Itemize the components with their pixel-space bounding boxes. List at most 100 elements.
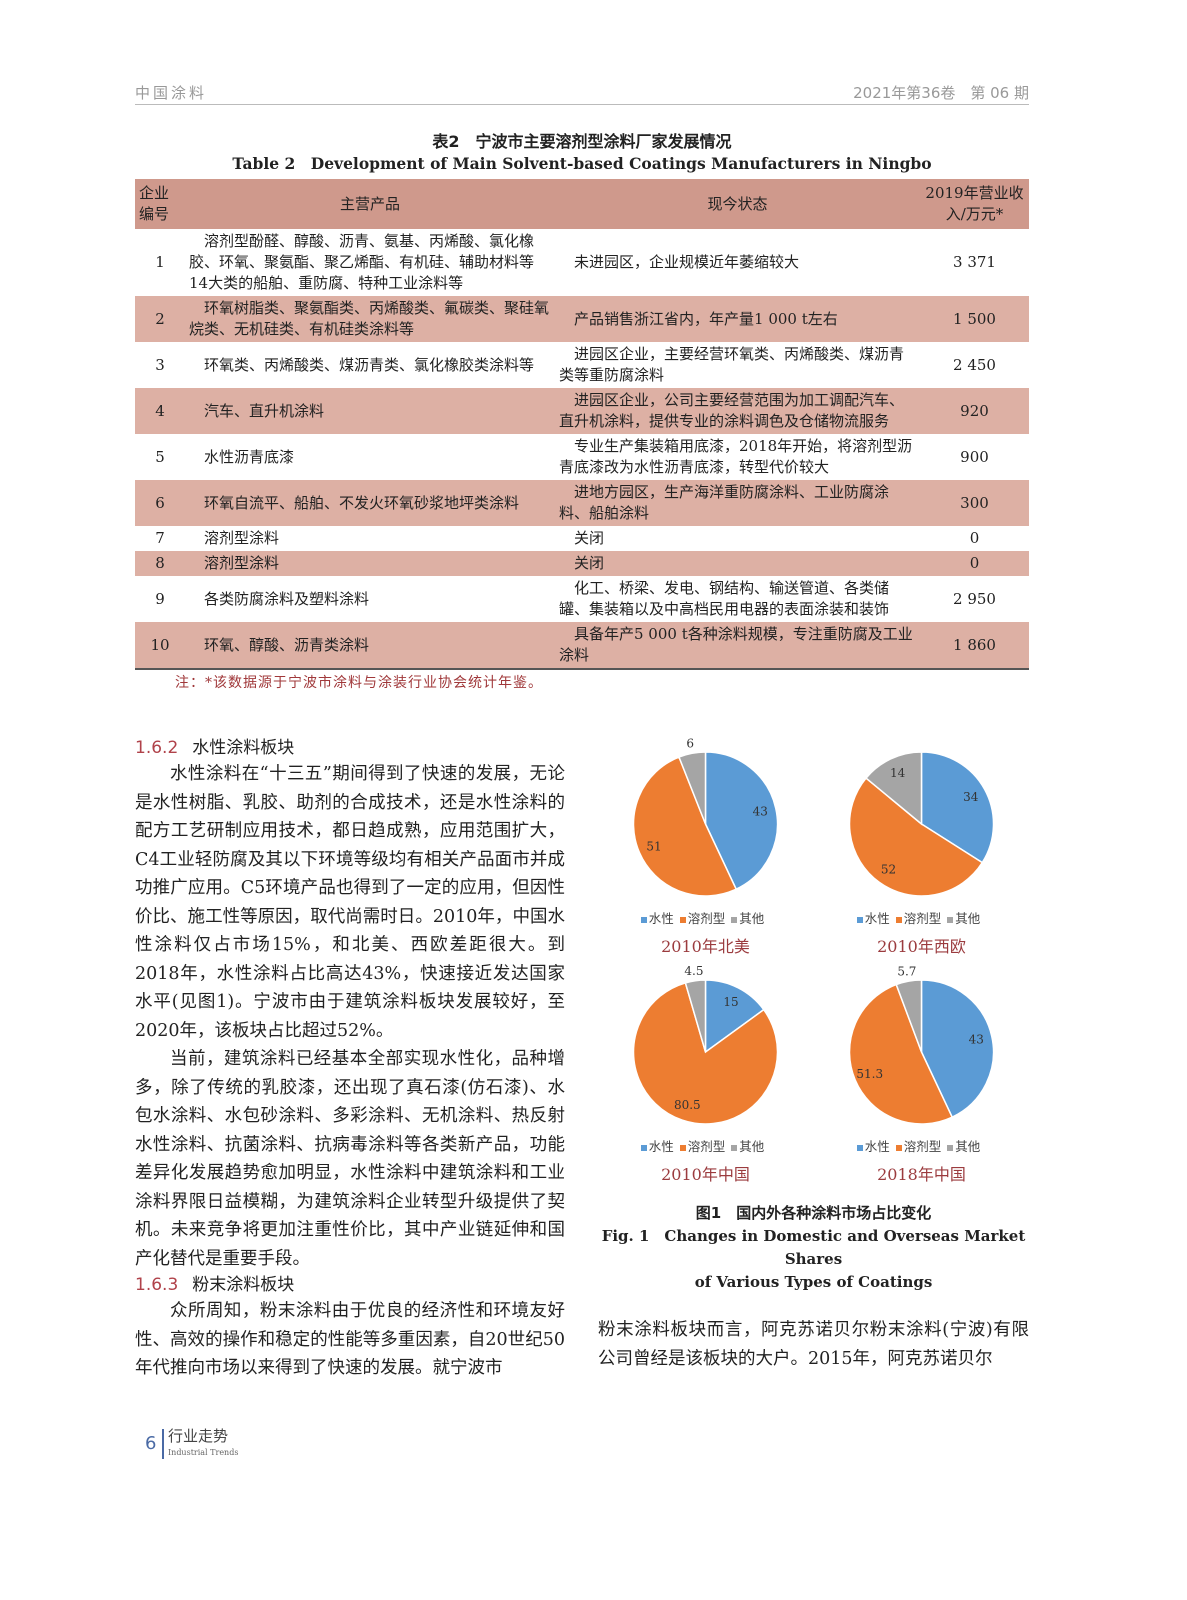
pie-slice-3: [684, 979, 707, 1053]
row-status: 具备年产5 000 t各种涂料规模，专注重防腐及工业涂料: [555, 622, 920, 670]
section-heading-1-6-3: 1.6.3 粉末涂料板块: [135, 1273, 565, 1297]
two-column-body: 1.6.2 水性涂料板块 水性涂料在“十三五”期间得到了快速的发展，无论是水性树脂…: [135, 736, 1029, 1383]
table-row: 2 环氧树脂类、聚氨酯类、丙烯酸类、氟碳类、聚硅氧烷类、无机硅类、有机硅类涂料等产…: [135, 296, 1029, 342]
data-label: 43: [753, 805, 768, 819]
data-label: 5.7: [897, 964, 916, 978]
col-status: 现今状态: [555, 179, 920, 229]
legend-item: 溶剂型: [895, 911, 941, 926]
row-id: 7: [155, 529, 165, 547]
section-title: 粉末涂料板块: [192, 1275, 295, 1295]
row-product: 溶剂型涂料: [185, 551, 555, 576]
table-row: 5 水性沥青底漆 专业生产集装箱用底漆，2018年开始，将溶剂型沥青底漆改为水性沥青…: [135, 434, 1029, 480]
row-status: 关闭: [555, 551, 920, 576]
legend-swatch: [947, 916, 954, 923]
legend-item: 其他: [947, 911, 980, 926]
row-product: 环氧自流平、船舶、不发火环氧砂浆地坪类涂料: [185, 480, 555, 526]
row-product: 水性沥青底漆: [204, 447, 295, 466]
pie-svg: 34 52 14: [848, 751, 995, 897]
row-product: 各类防腐涂料及塑料涂料: [204, 589, 370, 608]
table-row: 3 环氧类、丙烯酸类、煤沥青类、氯化橡胶类涂料等 进园区企业，主要经营环氧类、丙烯酸…: [135, 342, 1029, 388]
row-status: 专业生产集装箱用底漆，2018年开始，将溶剂型沥青底漆改为水性沥青底漆，转型代价…: [559, 437, 913, 476]
pie-chart: 43 51 6 水性 溶剂型 其他 2010年北美: [598, 736, 813, 958]
legend-swatch: [895, 916, 902, 923]
pie-slice-2: [632, 756, 738, 897]
row-id: 3: [155, 355, 165, 374]
row-id: 1: [155, 253, 165, 271]
pie-slice-3: [678, 751, 707, 825]
pie-legend: 水性 溶剂型 其他: [640, 1138, 771, 1156]
row-id: 4: [135, 388, 185, 434]
table-header-row: 企业编号 主营产品 现今状态 2019年营业收入/万元*: [135, 179, 1029, 229]
legend-label: 水性: [864, 911, 890, 926]
paragraph: 众所周知，粉末涂料由于优良的经济性和环境友好性、高效的操作和稳定的性能等多重因素…: [135, 1301, 565, 1378]
row-id: 5: [155, 447, 165, 466]
pie-chart: 15 80.5 4.5 水性 溶剂型 其他 2010年中国: [598, 964, 813, 1186]
row-revenue: 0: [920, 551, 1029, 576]
data-label: 51.3: [856, 1067, 883, 1081]
data-label: 15: [723, 995, 738, 1009]
legend-swatch: [640, 1144, 647, 1151]
row-revenue: 920: [920, 388, 1029, 434]
col-product: 主营产品: [185, 179, 555, 229]
legend-swatch: [731, 916, 738, 923]
row-id: 6: [135, 480, 185, 526]
journal-name: 中国涂料: [135, 84, 208, 102]
figure-caption-en-2: of Various Types of Coatings: [694, 1273, 933, 1291]
right-column: 43 51 6 水性 溶剂型 其他 2010年北美 34 52 14 水性 溶剂型 其他 2010年西欧 1…: [598, 736, 1029, 1383]
footer-section-en: Industrial Trends: [168, 1447, 239, 1457]
pie-legend: 水性 溶剂型 其他: [856, 1138, 987, 1156]
legend-swatch: [679, 1144, 686, 1151]
col-id: 企业编号: [135, 179, 185, 229]
row-revenue: 900: [960, 447, 989, 466]
data-label: 52: [881, 862, 896, 876]
legend-item: 溶剂型: [679, 911, 725, 926]
pie-chart: 34 52 14 水性 溶剂型 其他 2010年西欧: [814, 736, 1029, 958]
paragraph: 水性涂料在“十三五”期间得到了快速的发展，无论是水性树脂、乳胶、助剂的合成技术，…: [135, 764, 565, 1041]
legend-item: 溶剂型: [679, 1139, 725, 1154]
data-label: 80.5: [674, 1098, 701, 1112]
pie-title: 2010年西欧: [877, 937, 966, 956]
legend-item: 水性: [856, 1139, 890, 1154]
pie-slice-2: [632, 981, 779, 1125]
legend-item: 水性: [640, 1139, 674, 1154]
col-revenue: 2019年营业收入/万元*: [920, 179, 1029, 229]
pie-charts: 43 51 6 水性 溶剂型 其他 2010年北美 34 52 14 水性 溶剂型 其他 2010年西欧 1…: [598, 736, 1029, 1192]
pie-slice-1: [920, 979, 995, 1119]
manufacturers-table: 企业编号 主营产品 现今状态 2019年营业收入/万元* 1 溶剂型酚醛、醇酸、沥…: [135, 179, 1029, 670]
legend-label: 其他: [955, 1139, 981, 1154]
row-product: 溶剂型酚醛、醇酸、沥青、氨基、丙烯酸、氯化橡胶、环氧、聚氨酯、聚乙烯酯、有机硅、…: [189, 232, 535, 292]
row-revenue: 2 950: [953, 589, 996, 608]
legend-swatch: [640, 916, 647, 923]
row-id: 10: [135, 622, 185, 670]
figure-caption-cn: 图1 国内外各种涂料市场占比变化: [695, 1204, 932, 1222]
pie-slice-2: [848, 983, 954, 1125]
footer-section-cn: 行业走势: [168, 1426, 229, 1445]
legend-item: 水性: [640, 911, 674, 926]
data-label: 6: [686, 736, 694, 750]
data-label: 14: [890, 766, 906, 780]
legend-label: 其他: [739, 911, 765, 926]
table-caption-en: Table 2 Development of Main Solvent-base…: [232, 154, 932, 173]
legend-swatch: [856, 1144, 863, 1151]
legend-item: 溶剂型: [895, 1139, 942, 1154]
row-status: 进园区企业，公司主要经营范围为加工调配汽车、直升机涂料，提供专业的涂料调色及仓储…: [555, 388, 920, 434]
pie-title: 2010年北美: [661, 937, 750, 956]
left-column: 1.6.2 水性涂料板块 水性涂料在“十三五”期间得到了快速的发展，无论是水性树脂…: [135, 736, 565, 1383]
legend-label: 溶剂型: [903, 1139, 942, 1154]
row-revenue: 1 500: [920, 296, 1029, 342]
row-revenue: 1 860: [920, 622, 1029, 670]
row-id: 9: [155, 589, 165, 608]
section-title: 水性涂料板块: [192, 738, 295, 758]
row-product: 环氧、醇酸、沥青类涂料: [185, 622, 555, 670]
row-revenue: 2 450: [953, 355, 996, 374]
pie-slice-3: [864, 751, 923, 826]
row-id: 2: [135, 296, 185, 342]
row-status: 化工、桥梁、发电、钢结构、输送管道、各类储罐、集装箱以及中高档民用电器的表面涂装…: [559, 579, 890, 618]
table-note: 注：*该数据源于宁波市涂料与涂装行业协会统计年鉴。: [175, 675, 543, 691]
row-status: 进地方园区，生产海洋重防腐涂料、工业防腐涂料、船舶涂料: [555, 480, 920, 526]
legend-swatch: [856, 916, 863, 923]
legend-label: 其他: [739, 1139, 765, 1154]
data-label: 43: [969, 1033, 984, 1047]
table-row: 10 环氧、醇酸、沥青类涂料 具备年产5 000 t各种涂料规模，专注重防腐及工业涂…: [135, 622, 1029, 670]
